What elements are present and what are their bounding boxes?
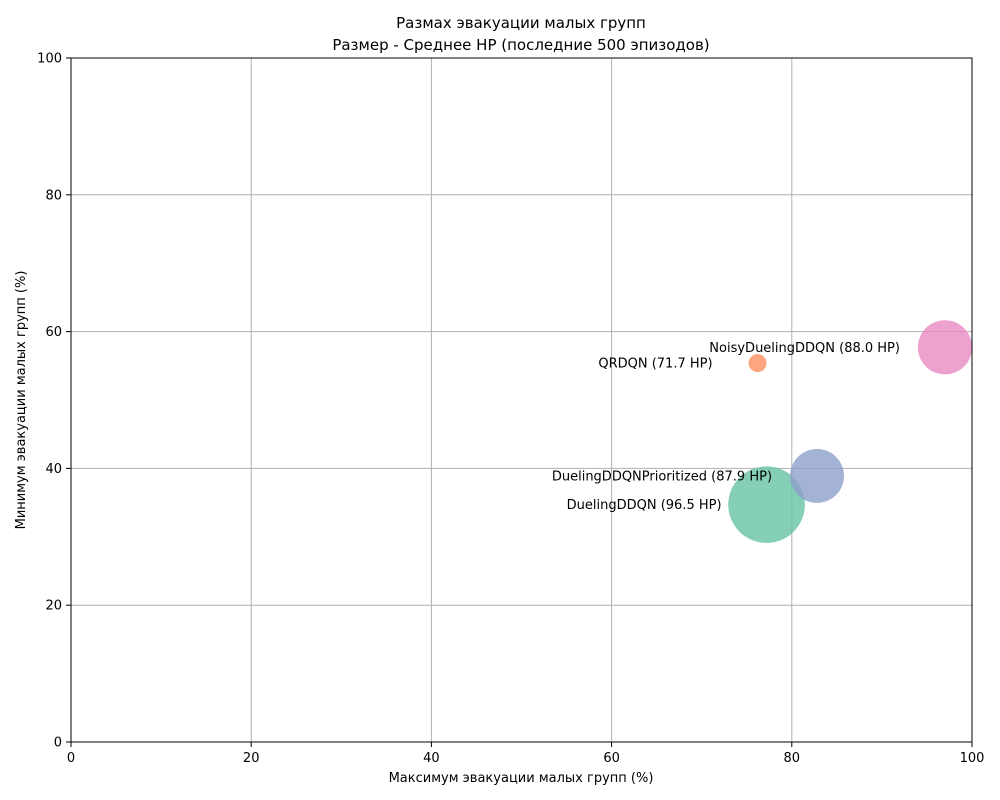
y-tick-label: 60 xyxy=(45,325,62,340)
data-points xyxy=(728,320,973,543)
y-tick-label: 40 xyxy=(45,462,62,477)
plot-frame xyxy=(70,57,973,743)
x-tick-label: 60 xyxy=(603,751,620,766)
point-label: DuelingDDQNPrioritized (87.9 HP) xyxy=(552,469,772,484)
point-label: QRDQN (71.7 HP) xyxy=(598,357,712,372)
x-tick-label: 100 xyxy=(960,751,985,766)
data-point xyxy=(917,320,973,375)
chart-title: Размах эвакуации малых групп xyxy=(396,14,646,32)
x-tick-label: 40 xyxy=(423,751,440,766)
data-point xyxy=(728,466,805,543)
x-tick-label: 80 xyxy=(784,751,801,766)
y-axis-label: Минимум эвакуации малых групп (%) xyxy=(14,271,29,530)
data-point xyxy=(748,354,767,373)
x-tick-label: 20 xyxy=(243,751,260,766)
x-tick-label: 0 xyxy=(67,751,75,766)
data-point xyxy=(790,448,844,503)
x-axis-label: Максимум эвакуации малых групп (%) xyxy=(389,771,654,786)
y-tick-label: 20 xyxy=(45,599,62,614)
point-labels: DuelingDDQN (96.5 HP) QRDQN (71.7 HP) Duel… xyxy=(552,341,900,513)
point-label: NoisyDuelingDDQN (88.0 HP) xyxy=(709,341,900,356)
ticks: 0 20 40 60 80 100 0 20 40 60 80 100 xyxy=(37,52,984,767)
chart-subtitle: Размер - Среднее HP (последние 500 эпизо… xyxy=(332,36,709,54)
grid xyxy=(70,57,973,743)
y-tick-label: 80 xyxy=(45,188,62,203)
y-tick-label: 100 xyxy=(37,52,62,67)
y-tick-label: 0 xyxy=(54,736,62,751)
point-label: DuelingDDQN (96.5 HP) xyxy=(567,498,722,513)
